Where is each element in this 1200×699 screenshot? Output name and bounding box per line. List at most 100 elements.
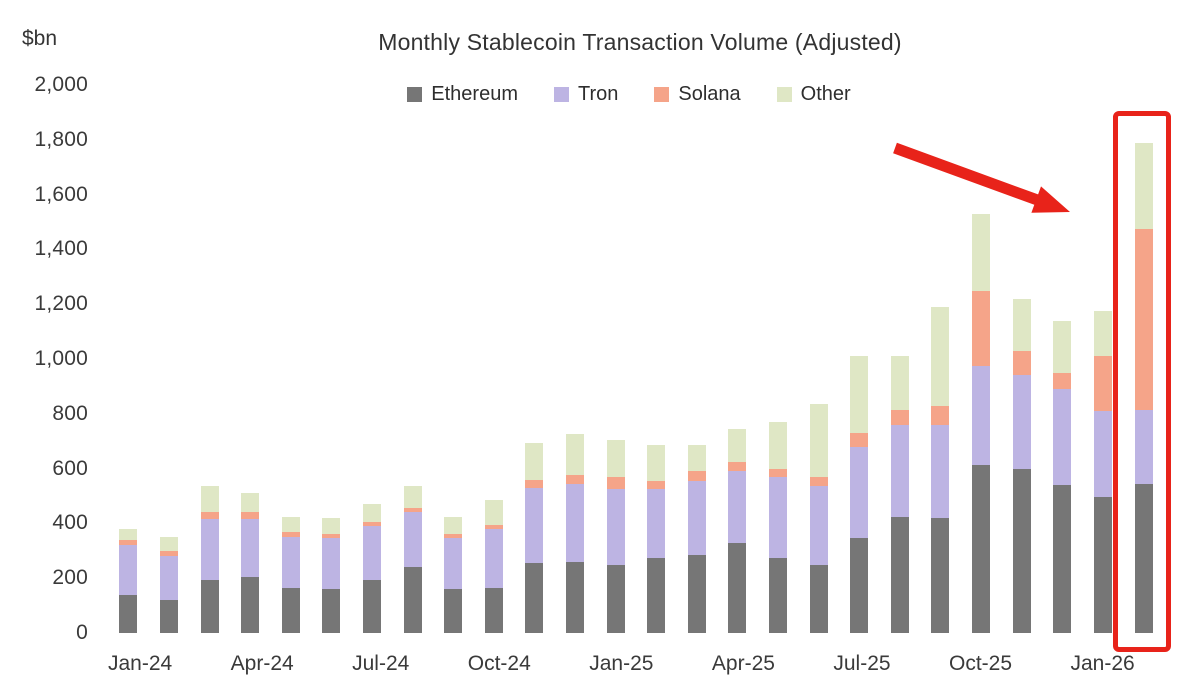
segment-solana-feb-25 xyxy=(647,480,666,490)
segment-solana-nov-24 xyxy=(525,479,544,488)
segment-tron-dec-24 xyxy=(566,483,584,562)
segment-solana-mar-25 xyxy=(687,471,706,481)
segment-ethereum-jul-24 xyxy=(362,579,381,633)
segment-ethereum-oct-24 xyxy=(484,587,503,633)
legend-item-tron: Tron xyxy=(554,83,618,106)
bar-column-sep-25 xyxy=(920,85,961,633)
bar-column-jul-24 xyxy=(352,85,393,633)
bar-jul-24 xyxy=(362,504,381,633)
segment-ethereum-aug-24 xyxy=(403,567,422,633)
segment-tron-jan-26 xyxy=(1093,411,1112,498)
segment-ethereum-mar-24 xyxy=(200,579,219,633)
segment-solana-may-24 xyxy=(281,531,300,538)
segment-tron-feb-24 xyxy=(159,556,178,601)
bar-column-may-25 xyxy=(758,85,799,633)
segment-solana-dec-25 xyxy=(1053,372,1072,390)
segment-other-aug-25 xyxy=(890,356,909,410)
bar-column-jan-25 xyxy=(595,85,636,633)
segment-other-sep-25 xyxy=(931,306,950,406)
bar-column-mar-25 xyxy=(677,85,718,633)
segment-ethereum-aug-25 xyxy=(890,516,909,633)
segment-solana-apr-24 xyxy=(241,512,260,520)
segment-other-feb-25 xyxy=(647,445,666,481)
segment-other-dec-24 xyxy=(566,434,584,476)
y-tick-800: 800 xyxy=(52,401,88,425)
bar-sep-25 xyxy=(931,306,950,633)
y-tick-1,200: 1,200 xyxy=(34,292,88,316)
segment-solana-sep-25 xyxy=(931,405,950,425)
x-tick-label-jul-25: Jul-25 xyxy=(833,652,891,675)
bar-apr-24 xyxy=(241,493,260,633)
x-tick-slot-jun-25 xyxy=(804,652,833,676)
segment-ethereum-feb-25 xyxy=(647,557,666,633)
segment-ethereum-nov-25 xyxy=(1012,468,1031,633)
bar-dec-25 xyxy=(1053,320,1072,633)
segment-tron-nov-25 xyxy=(1012,375,1031,469)
segment-other-may-24 xyxy=(281,516,300,532)
bar-column-sep-24 xyxy=(433,85,474,633)
bar-column-feb-25 xyxy=(636,85,677,633)
x-tick-label-apr-25: Apr-25 xyxy=(711,652,775,675)
x-tick-slot-jan-24: Jan-24 xyxy=(108,652,172,676)
y-tick-400: 400 xyxy=(52,511,88,535)
segment-solana-aug-25 xyxy=(890,409,909,425)
segment-tron-jan-24 xyxy=(119,545,138,595)
bar-aug-25 xyxy=(890,356,909,633)
bar-jan-24 xyxy=(119,528,138,633)
bar-column-apr-24 xyxy=(230,85,271,633)
segment-other-apr-24 xyxy=(241,493,260,513)
segment-solana-jan-26 xyxy=(1093,356,1112,412)
bar-dec-24 xyxy=(566,434,584,633)
bar-mar-24 xyxy=(200,486,219,633)
bar-column-oct-24 xyxy=(473,85,514,633)
x-tick-slot-feb-25 xyxy=(653,652,682,676)
bar-jun-25 xyxy=(809,404,828,633)
x-tick-slot-nov-25 xyxy=(1012,652,1041,676)
legend-swatch-other xyxy=(776,87,792,102)
segment-other-jun-25 xyxy=(809,404,828,477)
bar-jan-25 xyxy=(606,439,625,633)
x-tick-label-oct-24: Oct-24 xyxy=(467,652,531,675)
legend-label-tron: Tron xyxy=(578,83,619,105)
x-tick-slot-may-25 xyxy=(775,652,804,676)
segment-solana-nov-25 xyxy=(1012,350,1031,376)
x-tick-slot-dec-25 xyxy=(1041,652,1070,676)
segment-other-mar-24 xyxy=(200,486,219,513)
x-tick-slot-aug-24 xyxy=(409,652,438,676)
segment-ethereum-may-25 xyxy=(769,557,788,633)
legend-item-other: Other xyxy=(776,83,851,106)
y-axis: 0 200 400 600 800 1,000 1,200 1,400 1,600 1,800 2,… xyxy=(0,73,88,644)
bar-mar-25 xyxy=(687,445,706,633)
segment-other-jul-25 xyxy=(850,356,869,434)
segment-tron-may-25 xyxy=(769,476,788,558)
bar-column-apr-25 xyxy=(717,85,758,633)
x-tick-slot-sep-24 xyxy=(439,652,468,676)
segment-ethereum-oct-25 xyxy=(972,464,991,633)
segment-tron-aug-25 xyxy=(890,424,909,517)
y-tick-2,000: 2,000 xyxy=(34,73,88,96)
x-tick-label-jul-24: Jul-24 xyxy=(352,652,410,675)
segment-tron-jul-24 xyxy=(362,526,381,580)
bar-column-aug-24 xyxy=(392,85,433,633)
segment-other-nov-25 xyxy=(1012,298,1031,351)
x-tick-slot-apr-25: Apr-25 xyxy=(712,652,775,676)
x-axis: Jan-24 Apr-24 Jul-24 Oct-24 Jan-25 Apr-25 Jul-… xyxy=(108,652,1164,676)
segment-tron-nov-24 xyxy=(525,487,544,564)
bar-column-aug-25 xyxy=(880,85,921,633)
x-tick-slot-jun-24 xyxy=(323,652,352,676)
segment-ethereum-dec-24 xyxy=(566,561,584,633)
segment-other-sep-24 xyxy=(444,516,463,535)
bar-apr-25 xyxy=(728,428,747,633)
bar-nov-25 xyxy=(1012,298,1031,633)
bar-oct-25 xyxy=(972,213,991,633)
segment-ethereum-apr-25 xyxy=(728,542,747,633)
bar-jul-25 xyxy=(850,356,869,633)
segment-solana-jan-24 xyxy=(119,539,138,546)
segment-tron-jul-25 xyxy=(850,446,869,539)
bar-column-jan-26 xyxy=(1083,85,1124,633)
y-axis-unit-label: $bn xyxy=(22,27,58,50)
legend-label-ethereum: Ethereum xyxy=(431,83,518,105)
legend-label-solana: Solana xyxy=(678,83,741,105)
segment-other-jan-26 xyxy=(1093,311,1112,357)
